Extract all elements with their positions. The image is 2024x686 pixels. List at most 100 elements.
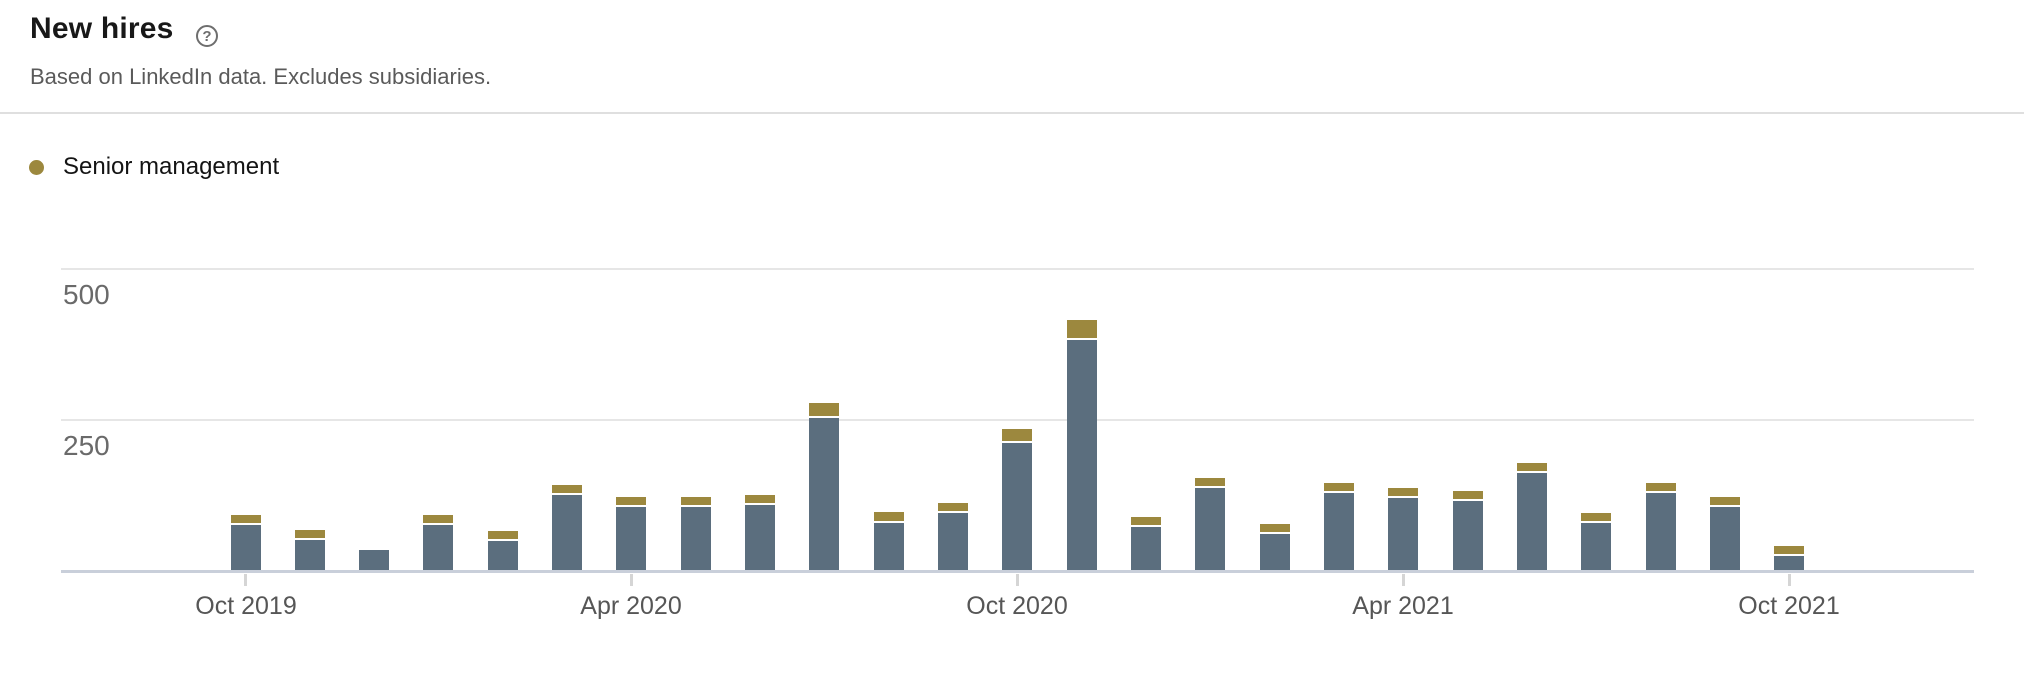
segment-other-hires <box>1453 501 1483 570</box>
segment-other-hires <box>874 523 904 570</box>
segment-divider <box>809 416 839 418</box>
segment-divider <box>231 523 261 525</box>
bar-mar-2020[interactable] <box>552 485 582 570</box>
bar-jul-2021[interactable] <box>1581 513 1611 570</box>
segment-other-hires <box>745 505 775 570</box>
x-axis-label-oct-2020: Oct 2020 <box>966 592 1068 620</box>
bar-sep-2020[interactable] <box>938 503 968 570</box>
bar-aug-2020[interactable] <box>874 512 904 570</box>
x-axis-label-oct-2019: Oct 2019 <box>195 592 297 620</box>
bar-apr-2021[interactable] <box>1388 488 1418 570</box>
bar-jan-2020[interactable] <box>423 515 453 570</box>
segment-other-hires <box>1002 443 1032 570</box>
segment-other-hires <box>938 513 968 570</box>
segment-senior-management <box>938 503 968 511</box>
bar-may-2020[interactable] <box>681 497 711 570</box>
segment-divider <box>1646 491 1676 493</box>
segment-other-hires <box>1774 556 1804 570</box>
segment-divider <box>1710 505 1740 507</box>
segment-divider <box>1067 338 1097 340</box>
segment-senior-management <box>1067 320 1097 338</box>
bar-nov-2020[interactable] <box>1067 320 1097 570</box>
segment-senior-management <box>1002 429 1032 441</box>
segment-other-hires <box>488 541 518 570</box>
bar-sep-2021[interactable] <box>1710 497 1740 570</box>
bar-may-2021[interactable] <box>1453 491 1483 570</box>
segment-other-hires <box>295 540 325 570</box>
x-axis-tick-oct-2019 <box>244 574 247 586</box>
bar-jun-2021[interactable] <box>1517 463 1547 570</box>
segment-divider <box>423 523 453 525</box>
segment-senior-management <box>745 495 775 503</box>
segment-divider <box>1388 496 1418 498</box>
segment-divider <box>1517 471 1547 473</box>
segment-senior-management <box>874 512 904 521</box>
x-axis-tick-oct-2020 <box>1016 574 1019 586</box>
bar-apr-2020[interactable] <box>616 497 646 570</box>
segment-senior-management <box>1646 483 1676 491</box>
segment-divider <box>1002 441 1032 443</box>
bar-jan-2021[interactable] <box>1195 478 1225 570</box>
bar-oct-2019[interactable] <box>231 515 261 570</box>
segment-senior-management <box>1710 497 1740 505</box>
segment-divider <box>616 505 646 507</box>
bar-oct-2021[interactable] <box>1774 546 1804 570</box>
bar-jun-2020[interactable] <box>745 495 775 570</box>
segment-senior-management <box>616 497 646 505</box>
segment-divider <box>1260 532 1290 534</box>
x-axis-tick-oct-2021 <box>1788 574 1791 586</box>
gridline-500 <box>61 268 1974 270</box>
legend-item-senior-management[interactable]: Senior management <box>29 153 279 181</box>
bar-dec-2020[interactable] <box>1131 517 1161 570</box>
segment-senior-management <box>1324 483 1354 491</box>
bar-jul-2020[interactable] <box>809 403 839 570</box>
segment-senior-management <box>1517 463 1547 471</box>
segment-senior-management <box>231 515 261 523</box>
x-axis-label-oct-2021: Oct 2021 <box>1738 592 1840 620</box>
segment-divider <box>1774 554 1804 556</box>
segment-other-hires <box>1517 473 1547 570</box>
segment-divider <box>1581 521 1611 523</box>
x-axis-tick-apr-2020 <box>630 574 633 586</box>
segment-other-hires <box>1324 493 1354 570</box>
segment-other-hires <box>1581 523 1611 570</box>
page-title: New hires <box>30 12 174 45</box>
segment-other-hires <box>552 495 582 570</box>
segment-divider <box>1131 525 1161 527</box>
legend-dot-icon <box>29 159 44 175</box>
segment-other-hires <box>1710 507 1740 570</box>
x-axis-label-apr-2020: Apr 2020 <box>580 592 682 620</box>
bar-nov-2019[interactable] <box>295 530 325 570</box>
x-axis-tick-apr-2021 <box>1402 574 1405 586</box>
segment-divider <box>1195 486 1225 488</box>
segment-divider <box>1324 491 1354 493</box>
segment-senior-management <box>809 403 839 416</box>
bar-mar-2021[interactable] <box>1324 483 1354 570</box>
segment-divider <box>488 539 518 541</box>
help-icon[interactable]: ? <box>196 25 218 47</box>
segment-other-hires <box>1195 488 1225 570</box>
header-divider <box>0 112 2024 114</box>
y-axis-label-250: 250 <box>63 430 110 461</box>
segment-senior-management <box>1453 491 1483 499</box>
segment-divider <box>745 503 775 505</box>
segment-other-hires <box>423 525 453 570</box>
bar-feb-2021[interactable] <box>1260 524 1290 570</box>
x-axis-baseline <box>61 570 1974 573</box>
gridline-250 <box>61 419 1974 421</box>
segment-other-hires <box>359 550 389 570</box>
bar-oct-2020[interactable] <box>1002 429 1032 570</box>
segment-other-hires <box>231 525 261 570</box>
segment-divider <box>681 505 711 507</box>
bar-feb-2020[interactable] <box>488 531 518 570</box>
bar-dec-2019[interactable] <box>359 550 389 570</box>
segment-senior-management <box>1260 524 1290 532</box>
segment-divider <box>1453 499 1483 501</box>
bar-aug-2021[interactable] <box>1646 483 1676 570</box>
segment-other-hires <box>1646 493 1676 570</box>
segment-other-hires <box>1260 534 1290 570</box>
segment-other-hires <box>1067 340 1097 570</box>
segment-other-hires <box>1388 498 1418 570</box>
segment-senior-management <box>1581 513 1611 521</box>
segment-other-hires <box>616 507 646 570</box>
